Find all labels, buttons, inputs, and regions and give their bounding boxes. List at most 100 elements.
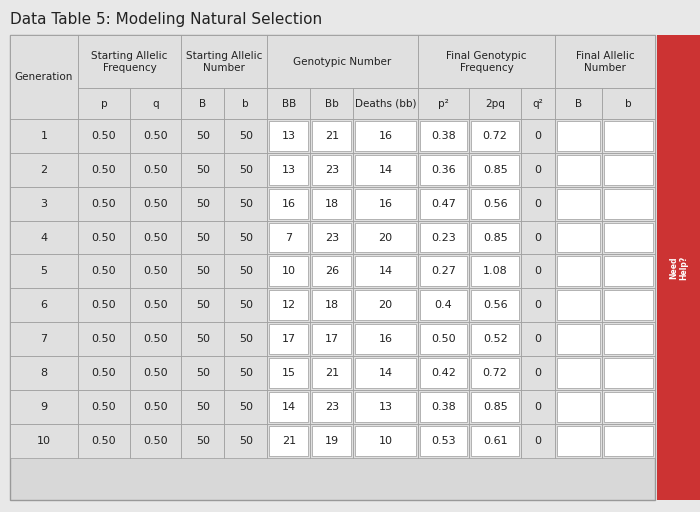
Bar	[224, 186, 267, 221]
Bar	[602, 186, 655, 221]
Bar	[267, 323, 310, 356]
Bar	[354, 119, 418, 153]
Text: 16: 16	[379, 199, 393, 208]
Bar	[604, 223, 653, 252]
Text: 50: 50	[196, 301, 210, 310]
Text: 3: 3	[41, 199, 48, 208]
Text: 0: 0	[535, 232, 542, 243]
Text: 50: 50	[196, 368, 210, 378]
Text: 10: 10	[37, 436, 51, 446]
Text: B: B	[199, 99, 206, 109]
Bar	[356, 121, 416, 151]
Bar	[181, 153, 224, 186]
Text: 9: 9	[41, 402, 48, 412]
Bar	[224, 89, 267, 119]
Bar	[356, 290, 416, 321]
Bar	[78, 424, 130, 458]
Bar	[555, 323, 602, 356]
Bar	[354, 390, 418, 424]
Bar	[310, 153, 354, 186]
Text: 0.50: 0.50	[144, 232, 168, 243]
Text: q: q	[152, 99, 159, 109]
Bar	[224, 390, 267, 424]
Bar	[521, 186, 555, 221]
Text: b: b	[625, 99, 632, 109]
Bar	[224, 424, 267, 458]
Bar	[557, 358, 600, 388]
Bar	[10, 221, 78, 254]
Bar	[310, 89, 354, 119]
Text: 0.50: 0.50	[92, 131, 116, 141]
Bar	[78, 186, 130, 221]
Bar	[10, 424, 78, 458]
Bar	[521, 390, 555, 424]
Bar	[312, 325, 351, 354]
Text: 0.36: 0.36	[431, 165, 456, 175]
Bar	[356, 155, 416, 185]
Bar	[418, 221, 470, 254]
Bar	[471, 188, 519, 219]
Bar	[181, 288, 224, 323]
Text: 2pq: 2pq	[485, 99, 505, 109]
Bar	[224, 356, 267, 390]
Bar	[10, 288, 78, 323]
Text: Starting Allelic
Frequency: Starting Allelic Frequency	[92, 51, 168, 73]
Bar	[130, 89, 181, 119]
Bar	[470, 323, 521, 356]
Bar	[521, 323, 555, 356]
Bar	[420, 290, 468, 321]
Text: 50: 50	[239, 199, 253, 208]
Bar	[555, 390, 602, 424]
Text: 13: 13	[379, 402, 393, 412]
Text: 50: 50	[196, 402, 210, 412]
Bar	[78, 35, 181, 89]
Text: 0.50: 0.50	[92, 368, 116, 378]
Bar	[354, 221, 418, 254]
Bar	[470, 89, 521, 119]
Bar	[604, 188, 653, 219]
Text: 0.50: 0.50	[92, 165, 116, 175]
Bar	[267, 390, 310, 424]
Text: 7: 7	[285, 232, 293, 243]
Text: 0.50: 0.50	[144, 436, 168, 446]
Text: 0.50: 0.50	[144, 368, 168, 378]
Bar	[555, 153, 602, 186]
Text: 7: 7	[41, 334, 48, 345]
Text: B: B	[575, 99, 582, 109]
Text: 21: 21	[325, 368, 339, 378]
Bar	[555, 119, 602, 153]
Text: 4: 4	[41, 232, 48, 243]
Bar	[267, 424, 310, 458]
Bar	[557, 325, 600, 354]
Text: 21: 21	[281, 436, 296, 446]
Bar	[557, 223, 600, 252]
Text: 18: 18	[325, 301, 339, 310]
Bar	[471, 155, 519, 185]
Bar	[521, 221, 555, 254]
Text: 0.50: 0.50	[431, 334, 456, 345]
Text: 0.42: 0.42	[431, 368, 456, 378]
Text: 0.50: 0.50	[144, 165, 168, 175]
Bar	[420, 223, 468, 252]
Bar	[602, 323, 655, 356]
Bar	[602, 153, 655, 186]
Bar	[224, 153, 267, 186]
Bar	[312, 290, 351, 321]
Text: Final Allelic
Number: Final Allelic Number	[576, 51, 634, 73]
Text: 2: 2	[41, 165, 48, 175]
Text: 0.4: 0.4	[435, 301, 452, 310]
Bar	[471, 290, 519, 321]
Bar	[78, 390, 130, 424]
Bar	[310, 288, 354, 323]
Bar	[312, 392, 351, 422]
Bar	[555, 288, 602, 323]
Bar	[418, 254, 470, 288]
Bar	[418, 89, 470, 119]
Bar	[470, 186, 521, 221]
Text: 50: 50	[196, 334, 210, 345]
Bar	[602, 424, 655, 458]
Text: 10: 10	[379, 436, 393, 446]
Bar	[354, 424, 418, 458]
Text: 0.56: 0.56	[483, 199, 507, 208]
Bar	[602, 119, 655, 153]
